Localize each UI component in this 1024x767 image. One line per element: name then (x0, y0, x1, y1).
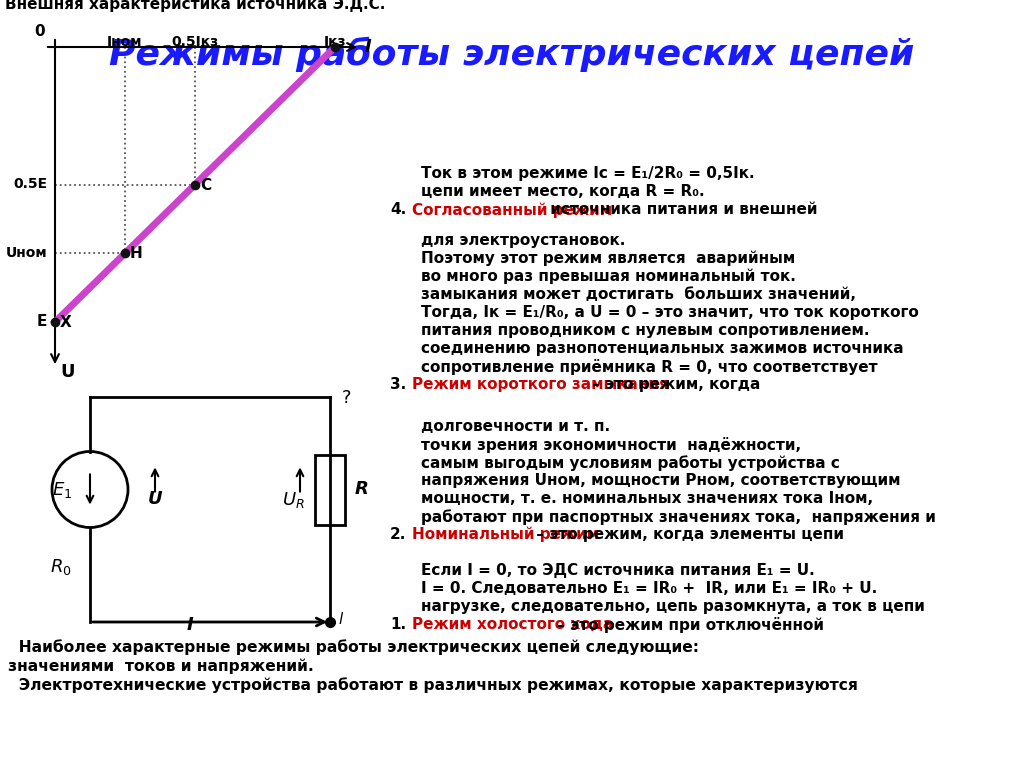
Text: $E_1$: $E_1$ (52, 479, 72, 499)
Text: замыкания может достигать  больших значений,: замыкания может достигать больших значен… (400, 287, 856, 302)
Text: Режимы работы электрических цепей: Режимы работы электрических цепей (110, 37, 914, 72)
Text: во много раз превышая номинальный ток.: во много раз превышая номинальный ток. (400, 269, 796, 285)
Text: 3.: 3. (390, 377, 407, 392)
Text: U: U (147, 491, 163, 509)
Text: Электротехнические устройства работают в различных режимах, которые характеризую: Электротехнические устройства работают в… (8, 677, 858, 693)
Text: 4.: 4. (390, 202, 407, 217)
Text: Режим холостого хода: Режим холостого хода (412, 617, 613, 632)
Text: $R_0$: $R_0$ (50, 557, 72, 577)
Bar (315, 455, 345, 525)
Text: l: l (338, 612, 342, 627)
Text: нагрузке, следовательно, цепь разомкнута, а ток в цепи: нагрузке, следовательно, цепь разомкнута… (400, 599, 925, 614)
Text: 0: 0 (35, 24, 45, 39)
Text: H: H (130, 246, 142, 262)
Text: $U_R$: $U_R$ (283, 489, 305, 509)
Text: Согласованный режим: Согласованный режим (412, 202, 612, 218)
Text: Uном: Uном (5, 246, 47, 260)
Text: Поэтому этот режим является  аварийным: Поэтому этот режим является аварийным (400, 251, 796, 266)
Text: для электроустановок.: для электроустановок. (400, 233, 626, 248)
Text: R: R (355, 480, 369, 499)
Text: Режим короткого замыкания: Режим короткого замыкания (412, 377, 669, 392)
Text: напряжения Uном, мощности Рном, соответствующим: напряжения Uном, мощности Рном, соответс… (400, 473, 900, 488)
Text: цепи имеет место, когда R = R₀.: цепи имеет место, когда R = R₀. (400, 184, 705, 199)
Text: Если I = 0, то ЭДС источника питания E₁ = U.: Если I = 0, то ЭДС источника питания E₁ … (400, 563, 815, 578)
Text: ?: ? (342, 389, 351, 407)
Text: X: X (60, 315, 72, 330)
Text: C: C (200, 177, 211, 193)
Text: 1.: 1. (390, 617, 407, 632)
Text: Iном: Iном (108, 35, 142, 49)
Text: соединению разнопотенциальных зажимов источника: соединению разнопотенциальных зажимов ис… (400, 341, 903, 356)
Text: самым выгодым условиям работы устройства с: самым выгодым условиям работы устройства… (400, 455, 840, 471)
Text: 0.5E: 0.5E (13, 177, 47, 192)
Text: I: I (365, 38, 372, 56)
Text: 2.: 2. (390, 527, 407, 542)
Text: E: E (37, 314, 47, 330)
Text: U: U (60, 363, 75, 381)
Text: Тогда, Iк = E₁/R₀, а U = 0 – это значит, что ток короткого: Тогда, Iк = E₁/R₀, а U = 0 – это значит,… (400, 305, 919, 320)
Text: мощности, т. е. номинальных значениях тока Iном,: мощности, т. е. номинальных значениях то… (400, 491, 873, 506)
Text: долговечности и т. п.: долговечности и т. п. (400, 419, 610, 434)
Text: I = 0. Следовательно E₁ = IR₀ +  IR, или E₁ = IR₀ + U.: I = 0. Следовательно E₁ = IR₀ + IR, или … (400, 581, 878, 596)
Text: значениями  токов и напряжений.: значениями токов и напряжений. (8, 658, 314, 673)
Text: – это режим при отключённой: – это режим при отключённой (552, 617, 824, 633)
Text: Наиболее характерные режимы работы электрических цепей следующие:: Наиболее характерные режимы работы элект… (8, 639, 699, 655)
Text: Внешняя характеристика источника Э.Д.С.: Внешняя характеристика источника Э.Д.С. (5, 0, 385, 12)
Text: источника питания и внешней: источника питания и внешней (545, 202, 817, 217)
Text: сопротивление приёмника R = 0, что соответствует: сопротивление приёмника R = 0, что соотв… (400, 359, 878, 375)
Text: питания проводником с нулевым сопротивлением.: питания проводником с нулевым сопротивле… (400, 323, 869, 338)
Text: – это режим, когда: – это режим, когда (587, 377, 761, 392)
Text: работают при паспортных значениях тока,  напряжения и: работают при паспортных значениях тока, … (400, 509, 936, 525)
Text: Номинальный режим: Номинальный режим (412, 527, 599, 542)
Text: 0.5Iкз: 0.5Iкз (171, 35, 218, 49)
Text: точки зрения экономичности  надёжности,: точки зрения экономичности надёжности, (400, 437, 801, 453)
Text: Ток в этом режиме Ic = E₁/2R₀ = 0,5Iк.: Ток в этом режиме Ic = E₁/2R₀ = 0,5Iк. (400, 166, 755, 181)
Text: – это режим, когда элементы цепи: – это режим, когда элементы цепи (531, 527, 844, 542)
Text: Iкз: Iкз (324, 35, 346, 49)
Text: I: I (186, 616, 194, 634)
